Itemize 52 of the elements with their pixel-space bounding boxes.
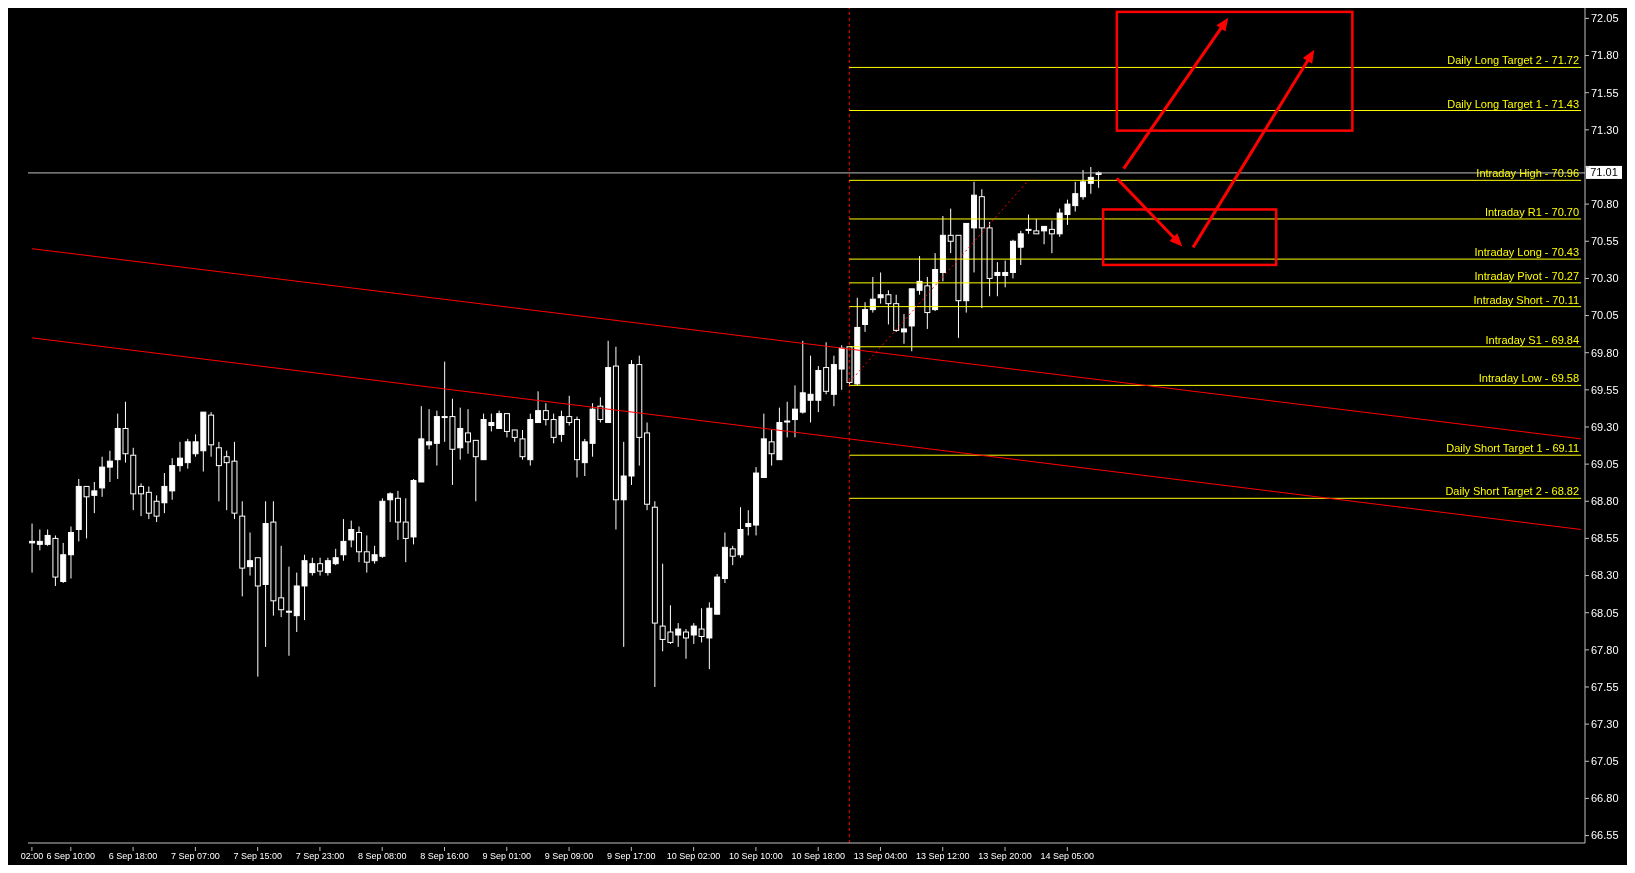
y-tick-label: 67.80 [1591,643,1619,656]
x-tick-label: 9 Sep 09:00 [544,851,594,861]
y-tick-label: 70.30 [1591,272,1619,285]
y-tick-label: 68.80 [1591,495,1619,508]
x-tick-label: 9 Sep 01:00 [482,851,532,861]
y-tick-label: 70.05 [1591,309,1619,322]
x-tick-label: 10 Sep 10:00 [729,851,783,861]
ref-line-label: Intraday Short - 70.11 [1473,293,1580,306]
ref-line-label: Daily Short Target 2 - 68.82 [1445,485,1580,498]
x-tick-label: 10 Sep 18:00 [791,851,845,861]
ref-line-label: 71.01 [1590,165,1618,178]
x-tick-label: 14 Sep 05:00 [1040,851,1095,861]
y-tick-label: 67.05 [1591,755,1619,768]
y-tick-label: 70.55 [1591,235,1619,248]
y-tick-label: 69.30 [1591,420,1619,433]
y-tick-label: 66.55 [1591,829,1619,842]
x-tick-label: 7 Sep 15:00 [233,851,282,861]
y-tick-label: 69.05 [1591,458,1619,471]
ref-line-label: Intraday R1 - 70.70 [1484,205,1580,218]
y-tick-label: 71.55 [1591,86,1619,99]
ref-line-label: Intraday Pivot - 70.27 [1474,269,1580,282]
y-tick-label: 68.05 [1591,606,1619,619]
x-tick-label: 7 Sep 07:00 [171,851,220,861]
y-tick-label: 71.80 [1591,49,1619,62]
ref-line-label: Intraday Low - 69.58 [1478,372,1580,385]
x-tick-label: 13 Sep 20:00 [978,851,1032,861]
x-tick-label: 10 Sep 02:00 [666,851,721,861]
ref-line-label: Daily Short Target 1 - 69.11 [1446,442,1580,455]
y-tick-label: 72.05 [1591,12,1619,25]
y-tick-label: 66.80 [1591,792,1619,805]
ref-line-label: Daily Long Target 2 - 71.72 [1447,54,1580,67]
x-tick-label: 13 Sep 12:00 [915,851,970,861]
y-tick-label: 69.55 [1591,383,1619,396]
y-tick-label: 71.30 [1591,123,1619,136]
x-tick-label: 13 Sep 04:00 [853,851,908,861]
ref-line-label: Intraday High - 70.96 [1476,167,1580,180]
x-tick-label: 8 Sep 08:00 [357,851,407,861]
x-tick-label: 02:00 [20,851,44,861]
x-tick-label: 9 Sep 17:00 [607,851,656,861]
x-tick-label: 7 Sep 23:00 [295,851,345,861]
x-tick-label: 8 Sep 16:00 [420,851,469,861]
y-tick-label: 68.55 [1591,532,1619,545]
ref-line-label: Intraday Long - 70.43 [1474,246,1580,259]
y-tick-label: 67.30 [1591,718,1619,731]
x-tick-label: 6 Sep 10:00 [46,851,96,861]
ref-line-label: Daily Long Target 1 - 71.43 [1447,97,1580,110]
x-tick-label: 6 Sep 18:00 [108,851,158,861]
y-tick-label: 68.30 [1591,569,1619,582]
y-tick-label: 67.55 [1591,680,1619,693]
y-tick-label: 69.80 [1591,346,1619,359]
y-tick-label: 70.80 [1591,198,1619,211]
ref-line-label: Intraday S1 - 69.84 [1485,333,1580,346]
